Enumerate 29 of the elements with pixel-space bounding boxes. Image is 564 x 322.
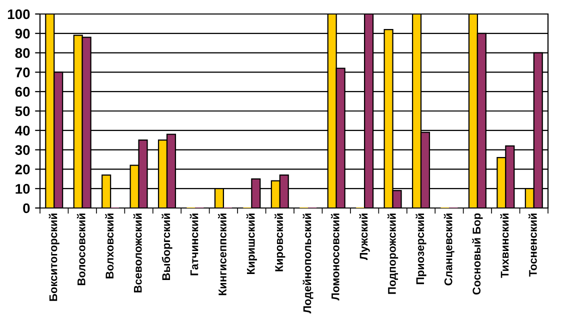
y-tick-label: 80 <box>15 48 30 58</box>
x-tick-label: Волховский <box>105 214 114 278</box>
y-tick-label: 70 <box>15 68 30 78</box>
y-tick-label: 50 <box>15 106 30 116</box>
x-tick-label: Волосовский <box>76 214 86 286</box>
x-tick-label: Лодейнопольский <box>302 214 314 314</box>
x-tick-label: Лужский <box>359 214 370 260</box>
y-tick-label: 0 <box>23 203 30 214</box>
x-tick-label: Сосновый Бор <box>472 213 483 295</box>
y-tick-label: 100 <box>8 9 30 20</box>
x-tick-label: Тихвинский <box>500 214 509 278</box>
y-tick-label: 60 <box>15 86 30 97</box>
y-tick-label: 40 <box>15 126 30 136</box>
x-tick-label: Приозерский <box>416 214 426 284</box>
x-tick-label: Сланцевский <box>444 214 454 286</box>
x-tick-label: Киришский <box>246 214 257 274</box>
x-tick-label: Кировский <box>274 214 286 272</box>
x-tick-label: Выборгский <box>162 214 172 280</box>
y-tick-label: 90 <box>15 28 30 39</box>
x-tick-label: Подпорожский <box>387 214 398 294</box>
y-tick-label: 10 <box>16 184 30 194</box>
x-tick-label: Гатчинский <box>190 214 198 276</box>
x-tick-label: Тосненский <box>528 214 537 277</box>
x-tick-label: Бокситогорский <box>48 214 60 301</box>
y-tick-label: 30 <box>15 145 30 155</box>
x-tick-label: Кингисеппский <box>218 214 226 296</box>
x-tick-label: Всеволожский <box>133 214 142 292</box>
y-tick-label: 20 <box>15 164 30 174</box>
x-tick-label: Ломоносовский <box>330 214 340 300</box>
